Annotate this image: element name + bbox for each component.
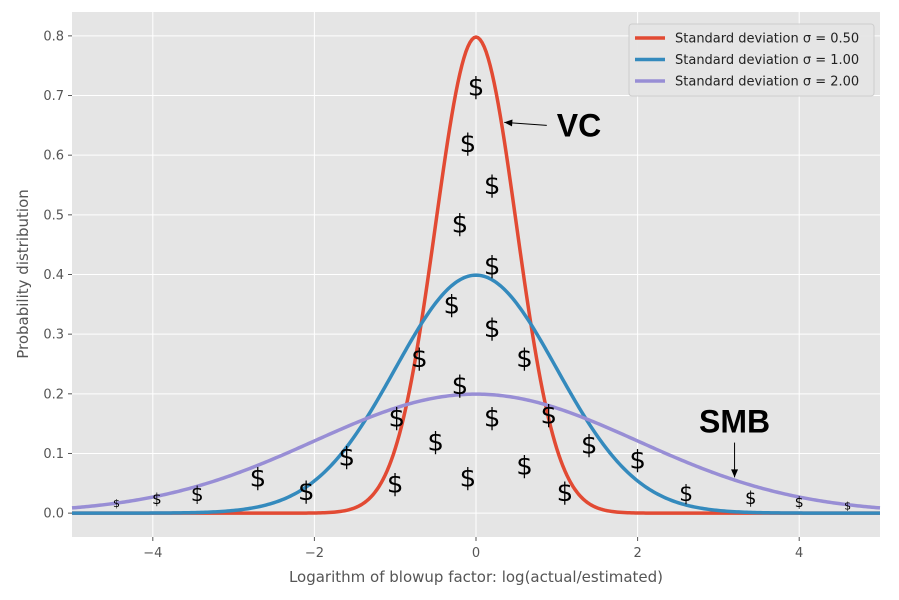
legend-label-3: Standard deviation σ = 2.00: [675, 75, 859, 90]
dollar-marker: $: [516, 451, 533, 481]
series-line-3: [71, 392, 881, 510]
y-tick-label: 0.5: [43, 208, 64, 223]
y-tick-label: 0.7: [43, 89, 64, 104]
dollar-marker: $: [795, 495, 804, 511]
x-tick-label: −2: [305, 546, 324, 561]
y-tick-label: 0.1: [43, 447, 64, 462]
dollar-marker: $: [389, 404, 406, 434]
dollar-marker: $: [250, 463, 267, 493]
dollar-marker: $: [452, 371, 469, 401]
x-tick-label: 2: [633, 546, 641, 561]
annotations: VC SMB: [504, 107, 770, 478]
dollar-marker: $: [581, 430, 598, 460]
legend: Standard deviation σ = 0.50 Standard devi…: [628, 23, 875, 97]
x-tick-label: −4: [143, 546, 162, 561]
y-tick-label: 0.3: [43, 328, 64, 343]
x-axis-label: Logarithm of blowup factor: log(actual/e…: [289, 568, 663, 586]
dollar-marker: $: [298, 477, 315, 507]
dollar-marker: $: [152, 490, 162, 508]
dollar-marker: $: [460, 129, 477, 159]
series-line-2: [72, 273, 880, 515]
dollar-marker: $: [745, 488, 756, 509]
dollar-marker: $: [540, 401, 557, 431]
dollar-marker: $: [557, 478, 574, 508]
dollar-marker: $: [452, 210, 469, 240]
annotation-smb: SMB: [699, 404, 770, 440]
dollar-marker: $: [338, 442, 355, 472]
legend-label-2: Standard deviation σ = 1.00: [675, 53, 859, 68]
dollar-marker: $: [484, 404, 501, 434]
dollar-marker: $: [443, 290, 460, 320]
dollar-marker: $: [484, 171, 501, 201]
annotation-arrowhead: [731, 469, 739, 478]
dollar-marker: $: [468, 73, 485, 103]
dollar-marker: $: [427, 427, 444, 457]
y-axis-label: Probability distribution: [14, 189, 32, 359]
dollar-marker: $: [844, 500, 851, 513]
y-axis-ticks: 0.0 0.1 0.2 0.3 0.4 0.5 0.6 0.7 0.8: [43, 29, 72, 522]
curves: [71, 35, 881, 515]
dollar-marker: $: [484, 252, 501, 282]
x-tick-label: 4: [795, 546, 803, 561]
dollar-marker: $: [679, 482, 693, 507]
dollar-marker: $: [411, 344, 428, 374]
annotation-arrowhead: [504, 119, 513, 127]
dollar-marker: $: [387, 469, 404, 499]
dollar-markers: $ $ $$ $$$$$$$$$$$$$$$$$$$$$ $$ $ $ $: [113, 73, 851, 513]
legend-label-1: Standard deviation σ = 0.50: [675, 32, 859, 47]
dollar-marker: $: [113, 497, 120, 510]
y-tick-label: 0.6: [43, 149, 64, 164]
y-tick-label: 0.4: [43, 268, 64, 283]
dollar-marker: $: [191, 482, 204, 506]
dollar-marker: $: [516, 344, 533, 374]
dollar-marker: $: [629, 445, 646, 475]
y-tick-label: 0.0: [43, 507, 64, 522]
y-tick-label: 0.2: [43, 387, 64, 402]
dollar-marker: $: [460, 463, 477, 493]
dollar-marker: $: [484, 314, 501, 344]
x-axis-ticks: −4 −2 0 2 4: [143, 537, 803, 561]
y-tick-label: 0.8: [43, 29, 64, 44]
legend-box: [628, 23, 875, 97]
annotation-vc: VC: [557, 107, 601, 143]
x-tick-label: 0: [472, 546, 480, 561]
